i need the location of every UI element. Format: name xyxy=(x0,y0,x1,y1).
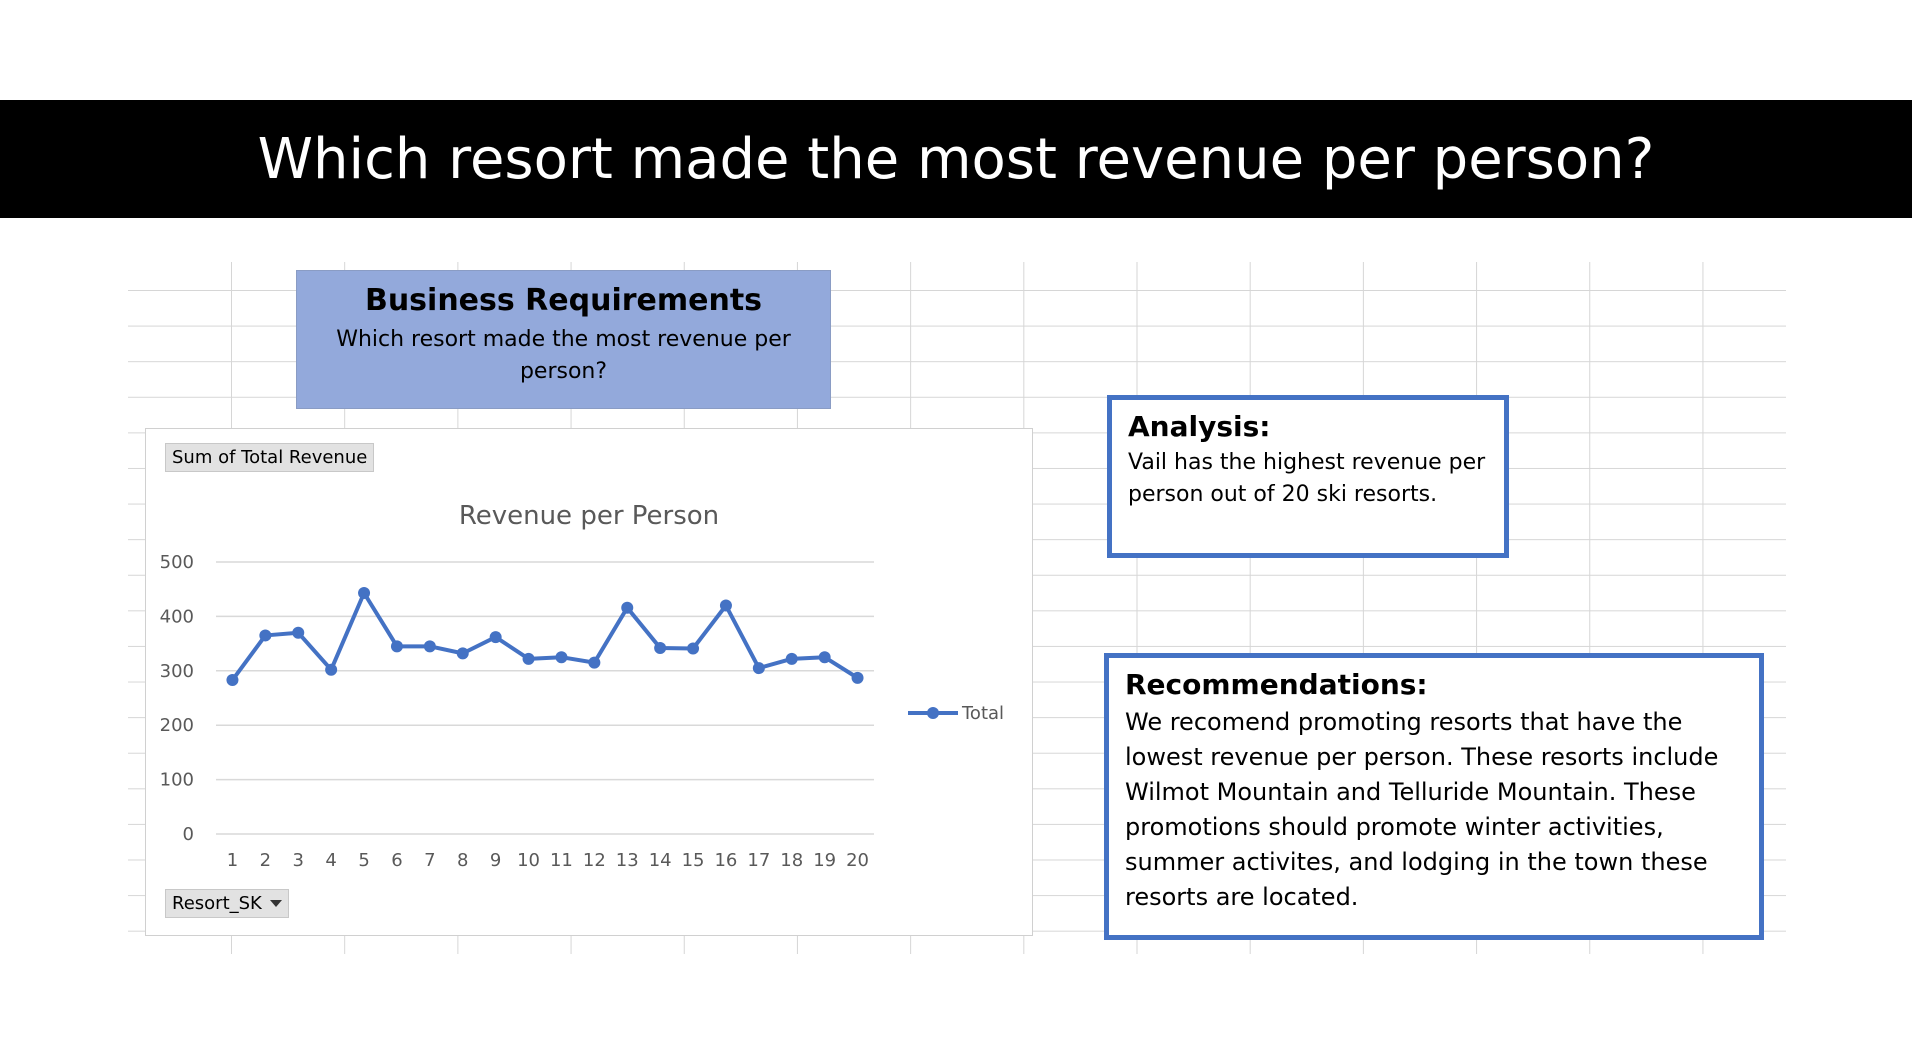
x-tick-label: 4 xyxy=(325,850,336,871)
data-point xyxy=(719,599,732,612)
data-point xyxy=(588,656,601,669)
y-tick-label: 0 xyxy=(183,824,194,845)
x-tick-label: 13 xyxy=(616,850,639,871)
data-point xyxy=(358,587,371,600)
x-tick-label: 12 xyxy=(583,850,606,871)
y-tick-label: 200 xyxy=(160,715,194,736)
y-tick-label: 500 xyxy=(160,552,194,573)
data-point xyxy=(687,642,700,655)
x-tick-label: 6 xyxy=(391,850,402,871)
data-point xyxy=(522,652,535,665)
x-tick-label: 17 xyxy=(747,850,770,871)
recommendations-text: We recomend promoting resorts that have … xyxy=(1125,708,1719,911)
values-field-button[interactable]: Sum of Total Revenue xyxy=(165,443,375,472)
analysis-text: Vail has the highest revenue per person … xyxy=(1128,450,1486,507)
slide-title-bar: Which resort made the most revenue per p… xyxy=(0,100,1912,218)
data-point xyxy=(785,652,798,665)
legend-label: Total xyxy=(961,703,1004,724)
recommendations-heading: Recommendations: xyxy=(1125,668,1428,701)
analysis-heading: Analysis: xyxy=(1128,410,1271,443)
recommendations-box: Recommendations: We recomend promoting r… xyxy=(1104,653,1764,940)
pivot-chart[interactable]: Sum of Total Revenue Revenue per Person … xyxy=(145,428,1033,936)
x-tick-label: 20 xyxy=(846,850,869,871)
axis-field-button[interactable]: Resort_SK xyxy=(165,889,289,918)
y-tick-label: 300 xyxy=(160,661,194,682)
data-point xyxy=(555,651,568,664)
business-requirements-text: Which resort made the most revenue per p… xyxy=(336,327,791,384)
data-point xyxy=(292,626,305,639)
y-tick-label: 400 xyxy=(160,606,194,627)
data-point xyxy=(654,641,667,654)
data-point xyxy=(259,629,272,642)
x-tick-label: 18 xyxy=(780,850,803,871)
x-tick-label: 8 xyxy=(457,850,468,871)
data-point xyxy=(851,671,864,684)
data-point xyxy=(226,674,239,687)
x-tick-label: 7 xyxy=(424,850,435,871)
data-point xyxy=(390,640,403,653)
x-tick-label: 11 xyxy=(550,850,573,871)
chart-title: Revenue per Person xyxy=(459,501,719,531)
x-tick-label: 16 xyxy=(714,850,737,871)
x-tick-label: 3 xyxy=(293,850,304,871)
x-tick-label: 5 xyxy=(358,850,369,871)
analysis-box: Analysis: Vail has the highest revenue p… xyxy=(1107,395,1509,558)
data-point xyxy=(325,663,338,676)
x-tick-label: 14 xyxy=(649,850,672,871)
x-tick-label: 1 xyxy=(227,850,238,871)
data-point xyxy=(752,662,765,675)
x-tick-label: 10 xyxy=(517,850,540,871)
data-point xyxy=(489,631,502,644)
series-line-total xyxy=(230,591,859,682)
data-point xyxy=(621,601,634,614)
legend-marker xyxy=(927,707,939,719)
x-tick-label: 9 xyxy=(490,850,501,871)
business-requirements-heading: Business Requirements xyxy=(364,283,763,318)
dropdown-arrow-icon[interactable] xyxy=(269,900,282,907)
slide-title: Which resort made the most revenue per p… xyxy=(257,126,1655,192)
x-tick-label: 19 xyxy=(813,850,836,871)
y-tick-label: 100 xyxy=(160,770,194,791)
x-tick-label: 2 xyxy=(260,850,271,871)
business-requirements-panel: Business Requirements Which resort made … xyxy=(296,270,831,409)
axis-field-label: Resort_SK xyxy=(172,893,262,914)
x-tick-label: 15 xyxy=(682,850,705,871)
data-point xyxy=(818,651,831,664)
data-point xyxy=(456,647,469,660)
data-point xyxy=(423,640,436,653)
